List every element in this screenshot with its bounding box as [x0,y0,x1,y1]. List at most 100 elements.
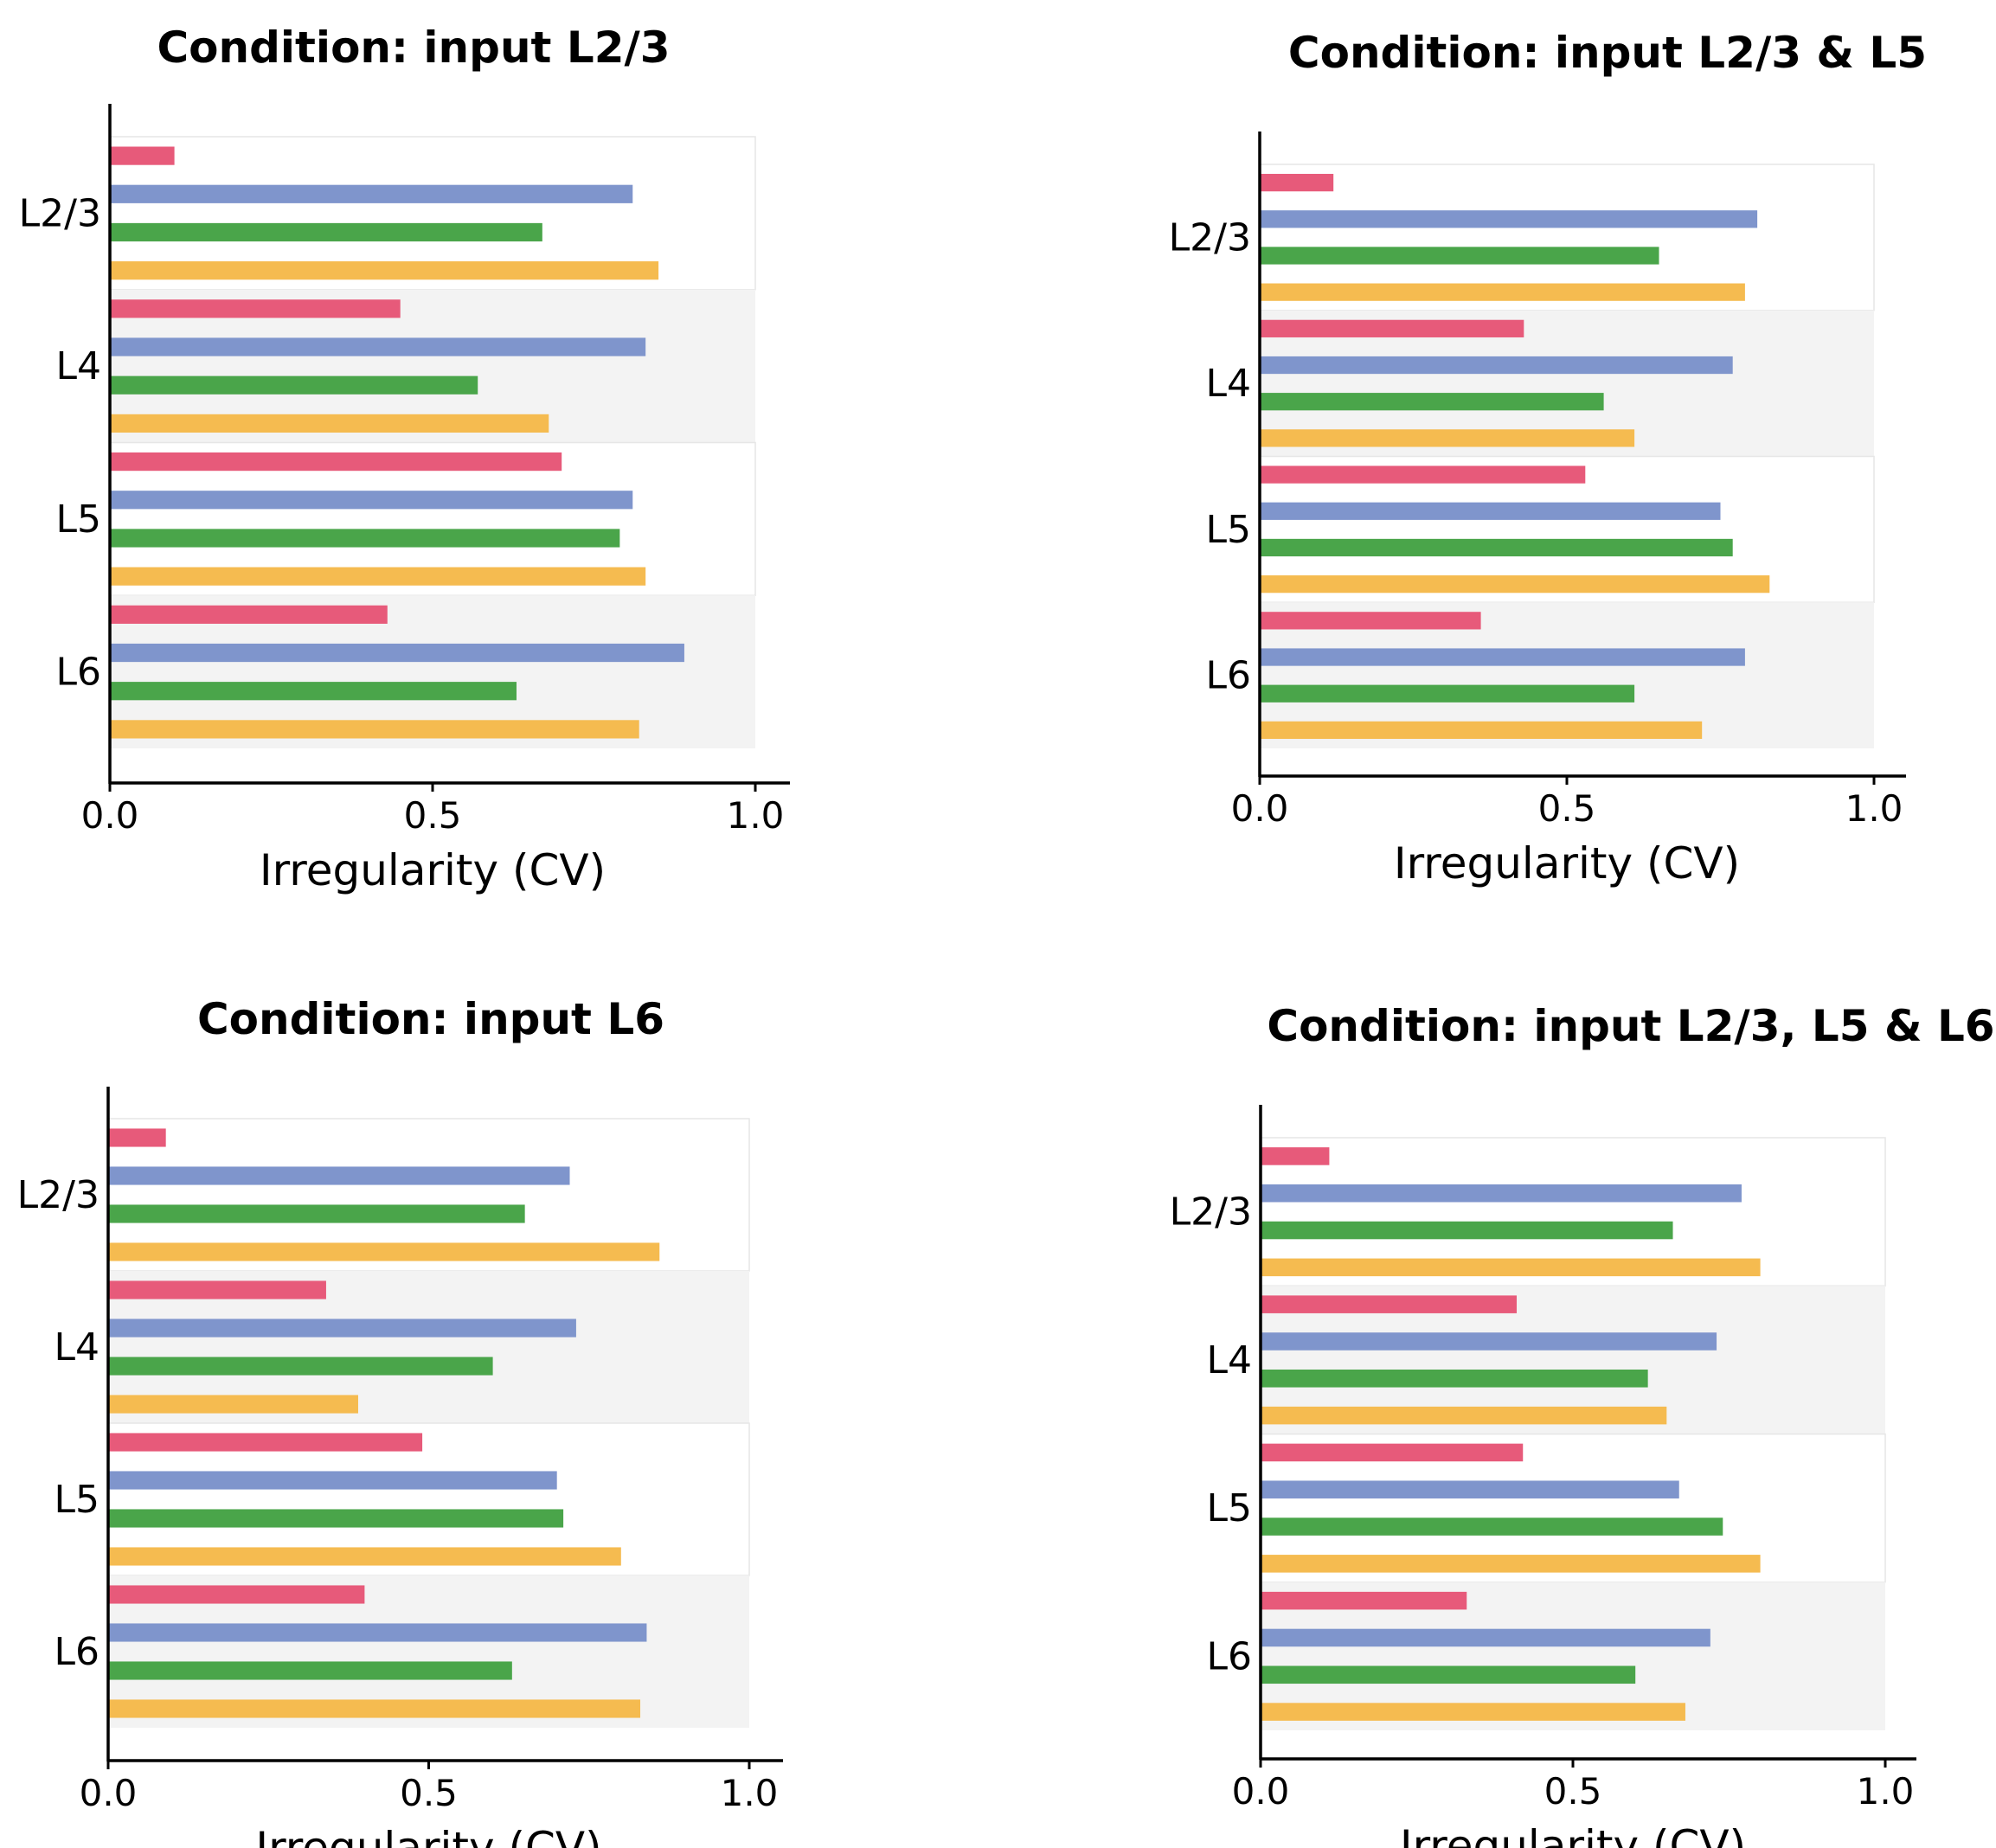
bar [1260,538,1733,557]
bar [108,1319,576,1338]
x-axis-label: Irregularity (CV) [1394,838,1740,889]
chart-panel: L2/3 L4 L5 L6 0.0 0.5 1.0 Irregularity (CV) Cond… [1170,1001,1995,1848]
bar [108,1395,358,1414]
bar [110,375,478,395]
bar [108,1547,621,1566]
category-label: L6 [54,1630,99,1674]
x-tick-label: 0.5 [1544,1770,1602,1813]
bar [1261,1518,1723,1536]
x-tick-label: 0.5 [400,1772,458,1814]
bar [1260,575,1770,594]
bar [1260,319,1524,337]
x-tick-label: 0.5 [1538,787,1596,830]
bar [110,261,659,280]
category-label: L2/3 [1170,1190,1252,1235]
bar [1260,465,1586,484]
x-tick-label: 0.5 [404,794,462,837]
bar [1261,1480,1679,1498]
bar [108,1128,166,1147]
bar [1261,1703,1685,1721]
category-label: L4 [54,1325,99,1370]
x-tick-label: 1.0 [1845,787,1903,830]
bar [110,567,646,586]
category-label: L6 [1205,654,1251,698]
bar [108,1471,557,1490]
bar [110,529,620,548]
x-tick-label: 0.0 [1232,1770,1290,1813]
bar [1260,283,1745,301]
x-tick-label: 1.0 [727,794,785,837]
chart-title: Condition: input L2/3, L5 & L6 [1267,1001,1994,1051]
x-axis-label: Irregularity (CV) [1400,1821,1746,1848]
bar [108,1623,647,1642]
bar [1260,502,1721,520]
x-tick-label: 0.0 [1231,787,1289,830]
bar [1261,1406,1667,1425]
bar [108,1433,423,1452]
bar [108,1204,525,1223]
bar [1260,612,1481,630]
bar [1260,648,1745,666]
bar [1261,1295,1518,1313]
category-label: L2/3 [19,191,101,235]
x-tick-label: 0.0 [81,794,139,837]
category-label: L5 [1205,508,1251,552]
bar [1260,173,1334,192]
bar [1261,1147,1330,1165]
bar [1261,1628,1710,1647]
bar [110,146,175,165]
bar [110,491,633,510]
bar [1261,1184,1742,1203]
bar [108,1509,564,1528]
chart-panel: L2/3 L4 L5 L6 0.0 0.5 1.0 Irregularity (CV) Cond… [19,22,790,895]
chart-title: Condition: input L2/3 & L5 [1288,28,1927,78]
category-label: L2/3 [1169,215,1251,260]
bar [1261,1443,1524,1462]
bar [1260,721,1703,740]
chart-panel: L2/3 L4 L5 L6 0.0 0.5 1.0 Irregularity (CV) Cond… [17,994,783,1848]
bar [108,1661,512,1680]
bar [110,337,646,356]
category-label: L4 [1205,362,1251,406]
bar [1260,684,1635,703]
bar [1260,356,1733,375]
bar [110,605,388,624]
category-label: L5 [54,1478,99,1522]
chart-panel: L2/3 L4 L5 L6 0.0 0.5 1.0 Irregularity (CV) Cond… [1169,28,1927,889]
x-axis-label: Irregularity (CV) [255,1823,601,1848]
bar [1261,1665,1636,1684]
bar [1260,393,1604,411]
bar [110,682,517,701]
x-tick-label: 0.0 [80,1772,138,1814]
category-label: L6 [55,651,101,695]
category-label: L2/3 [17,1173,99,1217]
bar [1261,1221,1673,1240]
bar [110,222,542,242]
x-axis-label: Irregularity (CV) [260,845,606,895]
bar [1261,1591,1467,1610]
bar [1260,210,1758,228]
bar [108,1280,326,1299]
bar [110,414,549,433]
bar [110,299,401,318]
bar [110,720,639,739]
x-tick-label: 1.0 [721,1772,779,1814]
x-tick-label: 1.0 [1857,1770,1915,1813]
bar [1260,429,1635,447]
category-label: L5 [55,497,101,542]
bar [108,1699,641,1718]
bar [110,184,633,203]
category-label: L5 [1206,1486,1252,1530]
bar [1260,247,1659,265]
bar [110,452,562,472]
chart-title: Condition: input L2/3 [157,22,670,73]
bar [108,1242,660,1261]
category-label: L6 [1206,1634,1252,1678]
chart-title: Condition: input L6 [197,994,664,1044]
bar [1261,1258,1761,1277]
bar [1261,1555,1761,1573]
bar [1261,1370,1648,1388]
category-label: L4 [1206,1338,1252,1383]
bar [108,1166,570,1185]
